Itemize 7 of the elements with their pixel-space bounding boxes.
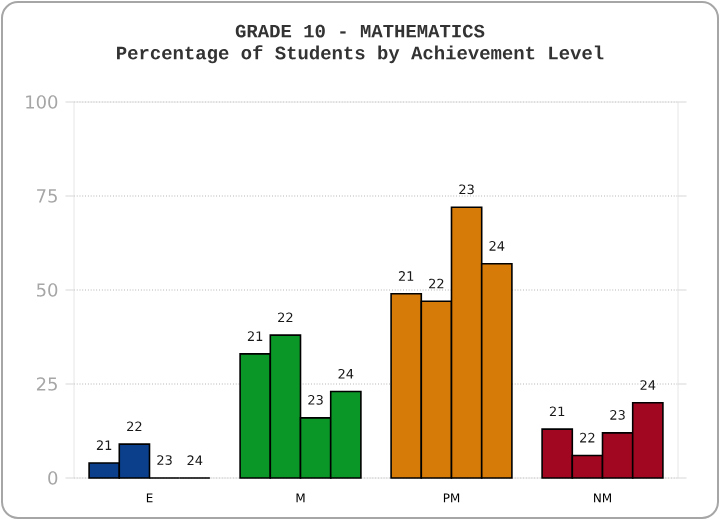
y-tick-label: 0 bbox=[48, 471, 58, 485]
y-tick-label: 25 bbox=[36, 377, 57, 391]
y-tick-label: 100 bbox=[26, 95, 58, 109]
chart-title: GRADE 10 - MATHEMATICS bbox=[235, 24, 485, 38]
y-tick-label: 75 bbox=[37, 189, 57, 203]
chart-subtitle: Percentage of Students by Achievement Level bbox=[117, 45, 604, 64]
y-tick-label: 50 bbox=[37, 283, 58, 297]
